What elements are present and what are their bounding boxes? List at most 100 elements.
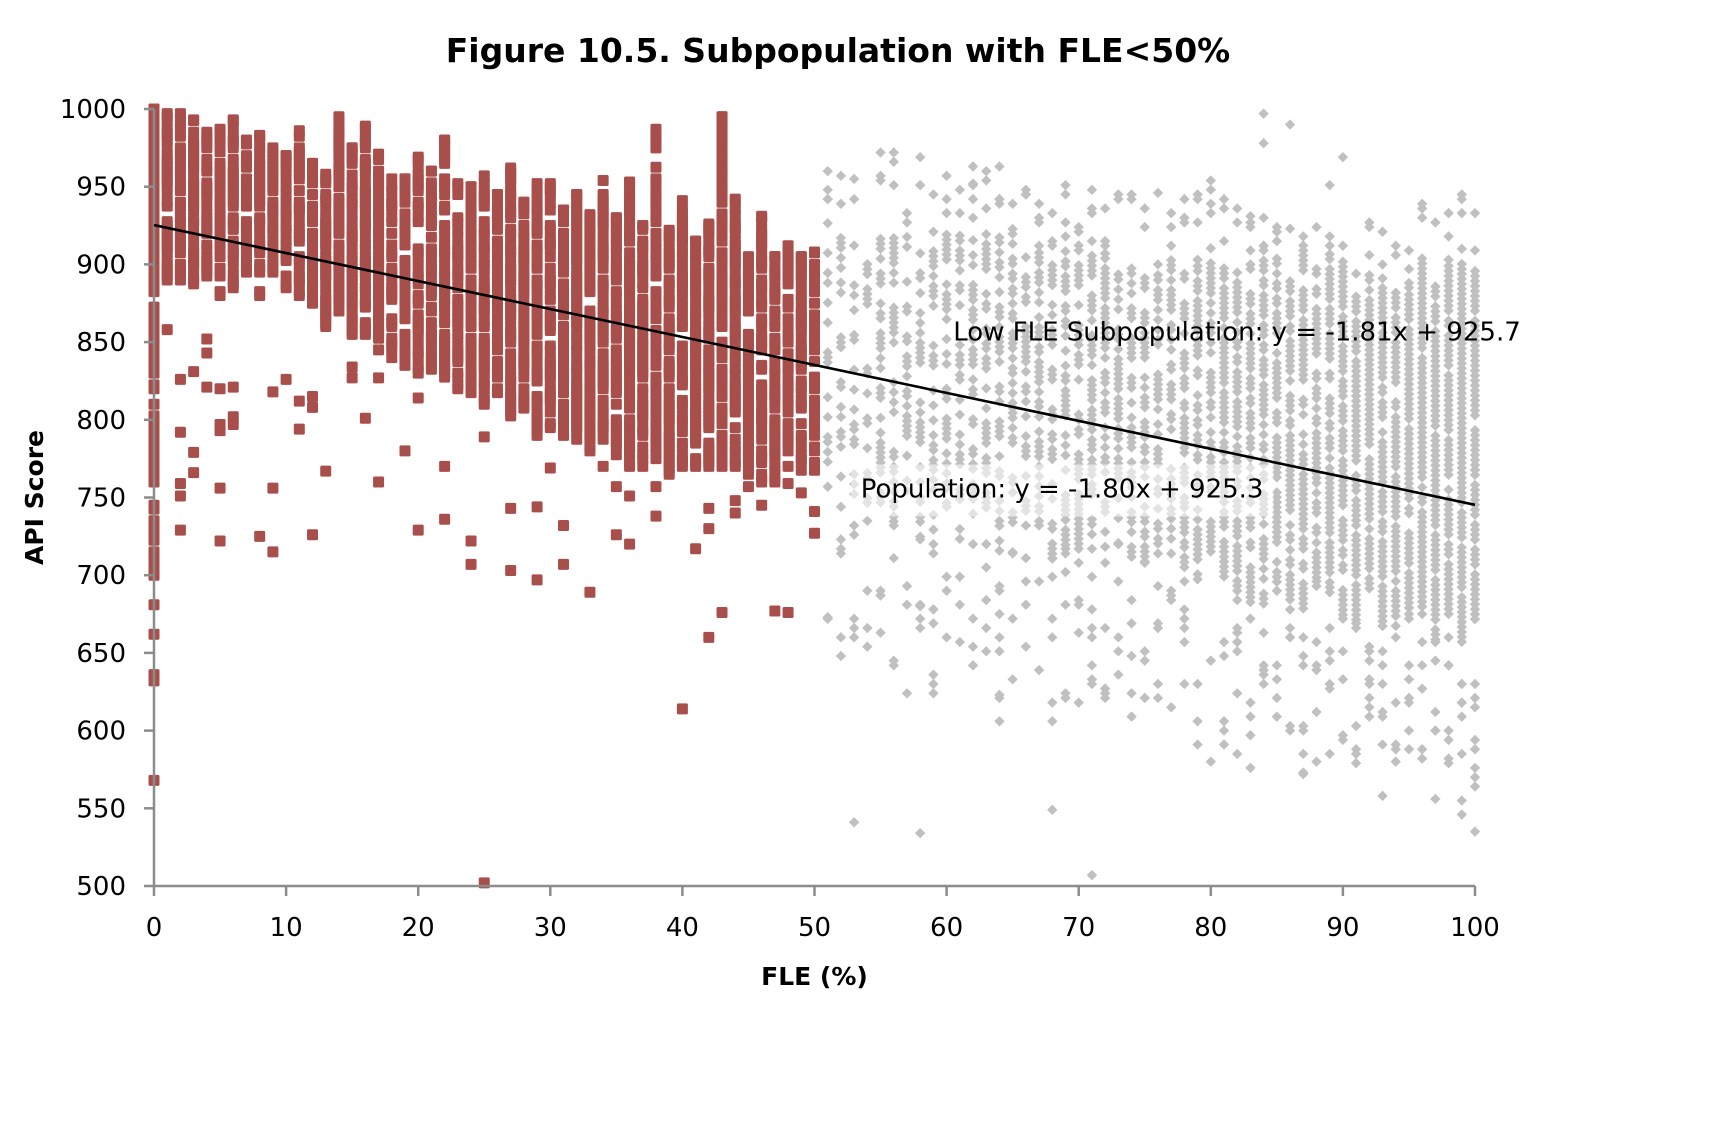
population-point bbox=[1469, 772, 1481, 783]
low-fle-point bbox=[201, 333, 213, 345]
low-fle-point bbox=[769, 605, 781, 617]
population-point bbox=[954, 571, 966, 582]
population-point bbox=[1324, 622, 1335, 634]
low-fle-point bbox=[729, 507, 741, 519]
population-point bbox=[1377, 660, 1388, 671]
x-tick-label: 50 bbox=[798, 913, 831, 943]
population-point bbox=[1139, 372, 1150, 383]
population-point bbox=[1218, 427, 1230, 438]
population-point bbox=[1443, 484, 1454, 495]
population-point bbox=[1047, 697, 1058, 708]
population-point bbox=[994, 272, 1005, 283]
population-point bbox=[888, 179, 899, 191]
population-point bbox=[1232, 366, 1243, 378]
population-point bbox=[875, 585, 886, 596]
population-point bbox=[1020, 189, 1032, 200]
population-point bbox=[1416, 506, 1428, 518]
population-point bbox=[1350, 720, 1362, 732]
population-point bbox=[967, 178, 979, 189]
population-point bbox=[954, 439, 966, 450]
low-fle-point bbox=[465, 181, 477, 193]
low-fle-point bbox=[439, 513, 451, 525]
low-fle-point bbox=[188, 467, 200, 479]
population-point bbox=[1113, 632, 1124, 643]
low-fle-point bbox=[505, 565, 517, 577]
low-fle-point bbox=[174, 108, 186, 120]
population-point bbox=[1245, 393, 1256, 404]
population-point bbox=[1033, 198, 1045, 209]
population-point bbox=[1245, 288, 1256, 300]
population-point bbox=[1284, 430, 1296, 441]
population-point bbox=[1232, 267, 1243, 278]
low-fle-point bbox=[782, 348, 794, 360]
low-fle-point bbox=[610, 212, 622, 224]
population-point bbox=[954, 599, 966, 610]
population-point bbox=[994, 161, 1005, 172]
population-point bbox=[1232, 336, 1243, 348]
low-fle-point bbox=[465, 535, 477, 547]
population-point bbox=[1073, 260, 1084, 271]
population-point bbox=[875, 362, 886, 374]
population-point bbox=[1086, 622, 1098, 634]
population-point bbox=[1060, 189, 1071, 200]
population-point bbox=[1430, 529, 1441, 541]
low-fle-point bbox=[412, 151, 424, 163]
population-point bbox=[835, 650, 847, 662]
population-point bbox=[1350, 268, 1362, 279]
low-fle-point bbox=[597, 348, 609, 360]
population-point bbox=[862, 258, 873, 270]
low-fle-point bbox=[809, 371, 820, 383]
low-fle-point bbox=[558, 321, 570, 333]
population-point bbox=[1390, 471, 1401, 482]
population-point bbox=[1060, 566, 1071, 578]
low-fle-point bbox=[650, 123, 662, 135]
population-point bbox=[1099, 452, 1111, 463]
population-point bbox=[941, 358, 952, 370]
population-point bbox=[1258, 573, 1269, 584]
population-point bbox=[1073, 409, 1084, 420]
y-tick-label: 850 bbox=[76, 328, 126, 358]
low-fle-point bbox=[452, 293, 464, 305]
population-point bbox=[901, 385, 913, 397]
population-point bbox=[1047, 235, 1058, 247]
population-point bbox=[1403, 697, 1415, 708]
y-tick-label: 750 bbox=[76, 484, 126, 514]
population-point bbox=[1139, 541, 1150, 552]
population-point bbox=[914, 511, 926, 523]
population-point bbox=[848, 384, 860, 395]
population-point bbox=[1218, 332, 1230, 344]
y-tick-label: 950 bbox=[76, 173, 126, 203]
low-fle-point bbox=[333, 192, 345, 204]
population-point bbox=[1060, 599, 1071, 610]
low-fle-point bbox=[254, 212, 266, 224]
population-point bbox=[1165, 334, 1177, 345]
population-point bbox=[1456, 591, 1467, 603]
population-point bbox=[1205, 297, 1216, 309]
population-point bbox=[1152, 678, 1164, 690]
low-fle-point bbox=[412, 309, 424, 321]
population-point bbox=[1179, 552, 1190, 563]
low-fle-point bbox=[663, 313, 675, 325]
population-point bbox=[1258, 669, 1269, 680]
population-point bbox=[1271, 566, 1283, 578]
population-point bbox=[1126, 594, 1137, 606]
low-fle-point bbox=[439, 134, 451, 146]
population-point bbox=[1443, 315, 1454, 326]
population-point bbox=[1047, 364, 1058, 375]
population-point bbox=[822, 411, 833, 423]
population-point bbox=[1165, 254, 1177, 266]
population-point bbox=[1205, 412, 1216, 423]
population-point bbox=[1020, 520, 1032, 531]
population-point bbox=[1126, 288, 1137, 299]
low-fle-point bbox=[214, 123, 226, 135]
population-point bbox=[928, 669, 939, 680]
low-fle-point bbox=[214, 482, 226, 494]
population-point bbox=[1416, 744, 1428, 755]
population-point bbox=[1086, 632, 1098, 643]
population-point bbox=[1456, 189, 1467, 200]
population-point bbox=[994, 286, 1005, 298]
population-point bbox=[1073, 319, 1084, 331]
low-fle-point bbox=[558, 204, 570, 216]
population-point bbox=[1271, 432, 1283, 443]
population-point bbox=[901, 231, 913, 243]
